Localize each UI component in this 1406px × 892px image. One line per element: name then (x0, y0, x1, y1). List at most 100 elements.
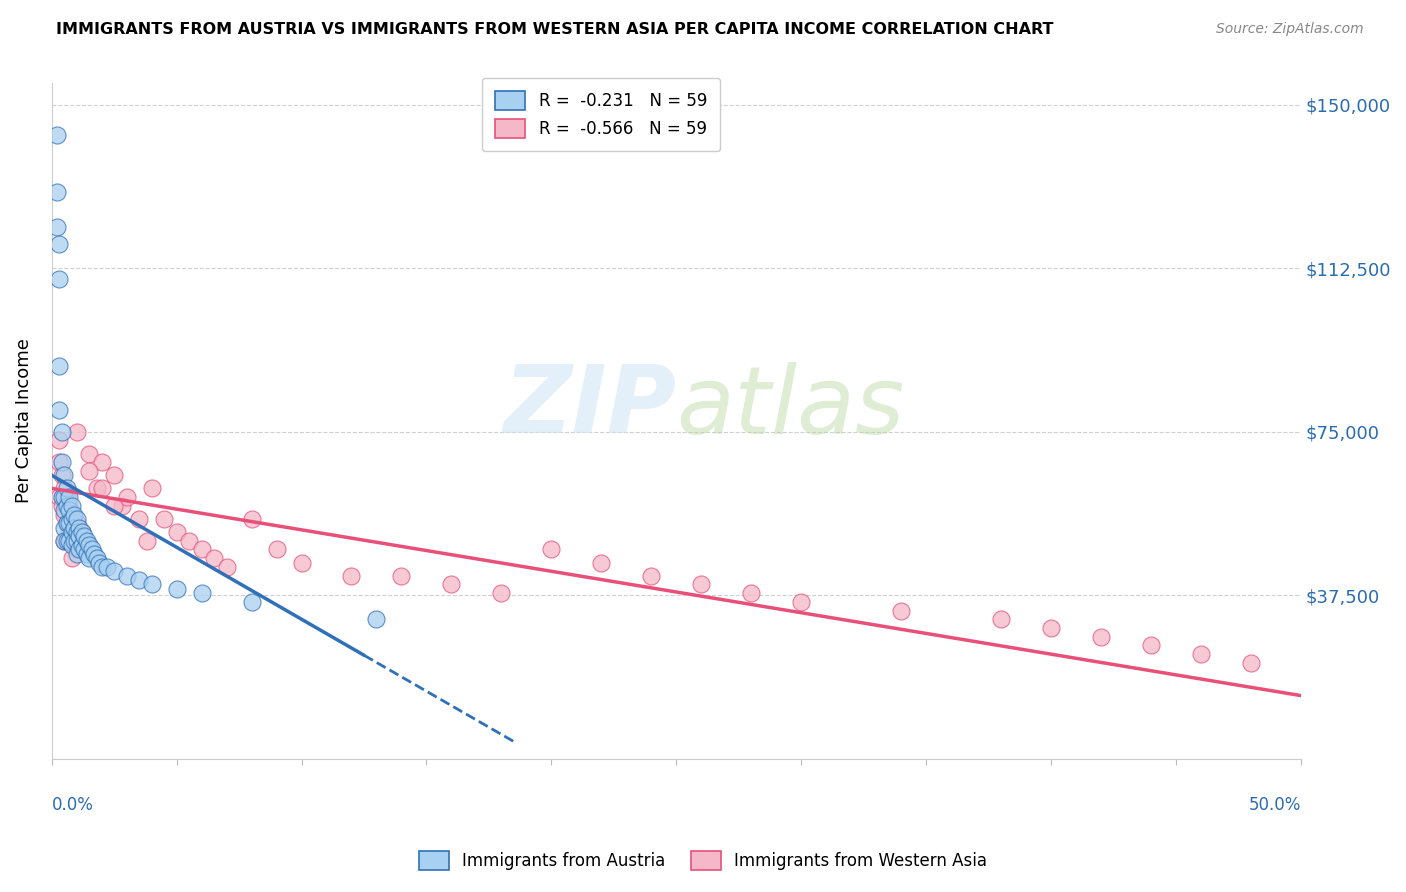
Point (51, 499, 73, 513)
Point (66, 524, 89, 539)
Point (53, 521, 76, 535)
Point (190, 586, 212, 600)
Point (103, 499, 125, 513)
Point (48, 359, 70, 374)
Point (58, 524, 80, 539)
Point (115, 490, 138, 504)
Point (179, 533, 201, 548)
Point (66, 547, 89, 561)
Point (60, 512, 83, 526)
Text: ZIP: ZIP (503, 361, 676, 453)
Text: IMMIGRANTS FROM AUSTRIA VS IMMIGRANTS FROM WESTERN ASIA PER CAPITA INCOME CORREL: IMMIGRANTS FROM AUSTRIA VS IMMIGRANTS FR… (56, 22, 1053, 37)
Point (740, 586, 762, 600)
Point (990, 612, 1012, 626)
Point (55, 482, 77, 496)
Point (80, 542, 103, 557)
Point (60, 508, 83, 522)
Point (53, 508, 76, 522)
Point (66, 533, 89, 548)
Point (70, 538, 93, 552)
Point (1039, 621, 1062, 635)
Point (76, 533, 98, 548)
Point (77, 446, 100, 460)
Point (63, 533, 86, 548)
Point (890, 603, 912, 617)
Point (202, 551, 225, 566)
Point (58, 503, 80, 517)
Point (141, 577, 163, 591)
Point (135, 533, 157, 548)
Point (76, 547, 98, 561)
Point (48, 403, 70, 417)
Point (491, 586, 513, 600)
Text: 50.0%: 50.0% (1249, 796, 1301, 814)
Point (391, 568, 413, 582)
Point (1240, 656, 1263, 670)
Point (55, 533, 77, 548)
Point (153, 512, 176, 526)
Point (73, 529, 96, 543)
Y-axis label: Per Capita Income: Per Capita Income (15, 338, 32, 503)
Point (90, 455, 112, 469)
Point (53, 482, 76, 496)
Point (111, 499, 134, 513)
Point (166, 582, 188, 596)
Point (58, 516, 80, 531)
Point (166, 524, 188, 539)
Point (48, 455, 70, 469)
Point (60, 533, 83, 548)
Point (115, 568, 138, 582)
Point (1090, 630, 1112, 644)
Point (63, 508, 86, 522)
Point (55, 499, 77, 513)
Point (58, 490, 80, 504)
Point (66, 425, 89, 439)
Point (48, 434, 70, 448)
Point (48, 237, 70, 252)
Point (58, 533, 80, 548)
Point (53, 490, 76, 504)
Point (67, 529, 90, 543)
Legend: Immigrants from Austria, Immigrants from Western Asia: Immigrants from Austria, Immigrants from… (412, 844, 994, 877)
Text: atlas: atlas (676, 362, 904, 453)
Point (70, 524, 93, 539)
Point (141, 482, 163, 496)
Point (77, 551, 100, 566)
Point (53, 533, 76, 548)
Point (1139, 639, 1161, 653)
Text: 0.0%: 0.0% (52, 796, 94, 814)
Point (51, 425, 73, 439)
Point (45, 128, 67, 143)
Point (215, 560, 238, 574)
Point (366, 612, 388, 626)
Point (45, 219, 67, 234)
Point (240, 595, 263, 609)
Point (67, 542, 90, 557)
Point (66, 516, 89, 531)
Point (540, 542, 562, 557)
Legend: R =  -0.231   N = 59, R =  -0.566   N = 59: R = -0.231 N = 59, R = -0.566 N = 59 (482, 78, 720, 151)
Text: Source: ZipAtlas.com: Source: ZipAtlas.com (1216, 22, 1364, 37)
Point (48, 272, 70, 286)
Point (90, 560, 112, 574)
Point (96, 560, 118, 574)
Point (83, 547, 105, 561)
Point (190, 542, 212, 557)
Point (77, 464, 100, 478)
Point (51, 490, 73, 504)
Point (53, 533, 76, 548)
Point (45, 185, 67, 199)
Point (89, 556, 111, 570)
Point (440, 577, 463, 591)
Point (77, 538, 100, 552)
Point (48, 490, 70, 504)
Point (1189, 647, 1212, 661)
Point (240, 512, 263, 526)
Point (690, 577, 713, 591)
Point (55, 490, 77, 504)
Point (51, 468, 73, 483)
Point (63, 538, 86, 552)
Point (53, 503, 76, 517)
Point (86, 551, 108, 566)
Point (55, 516, 77, 531)
